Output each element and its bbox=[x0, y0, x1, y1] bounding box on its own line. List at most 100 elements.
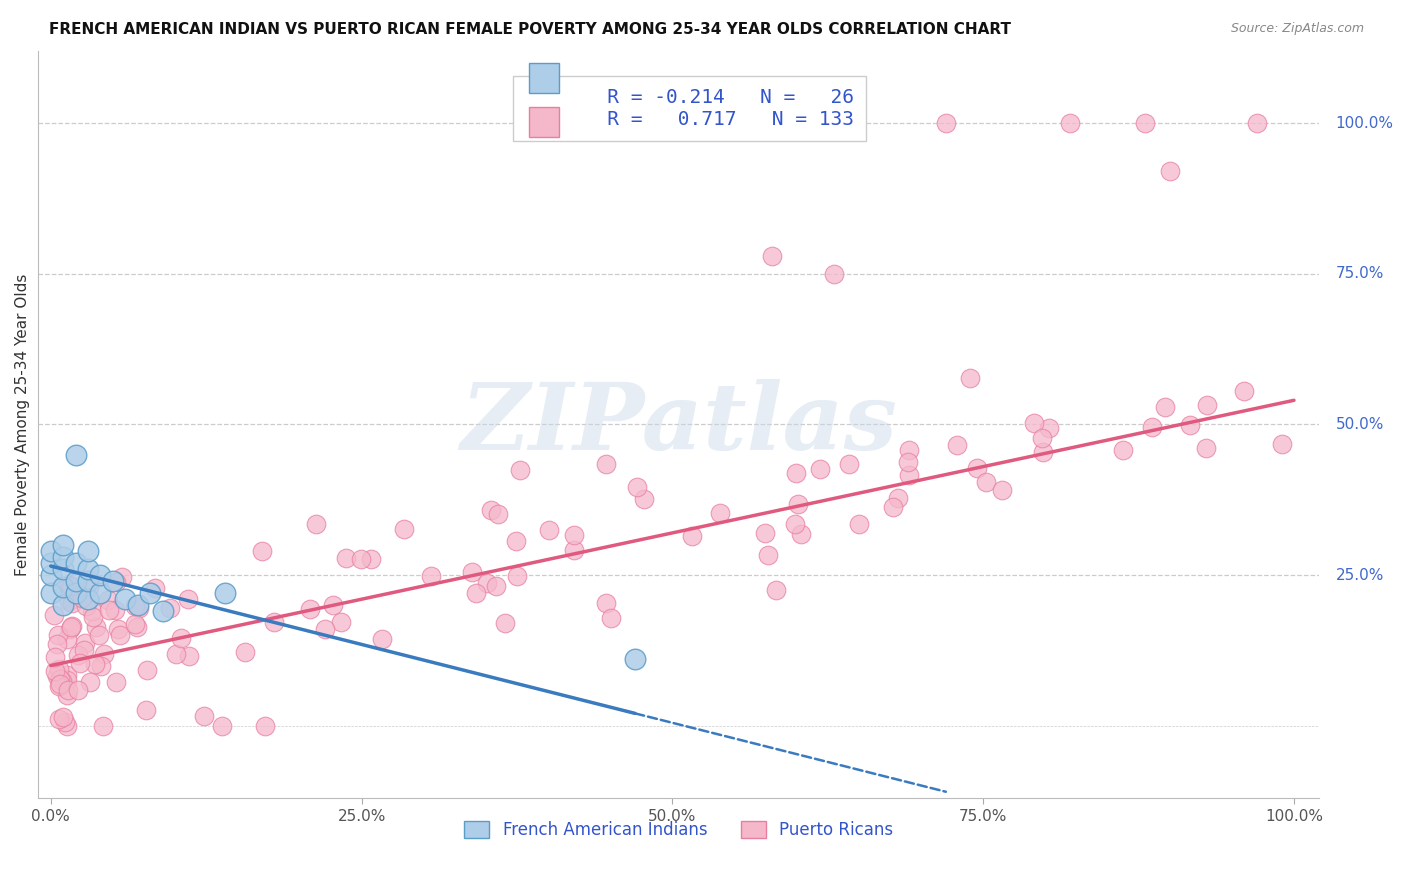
Point bbox=[481, 503, 503, 517]
Point bbox=[682, 528, 704, 542]
Point bbox=[211, 719, 233, 733]
Point bbox=[1178, 418, 1201, 433]
Point bbox=[93, 647, 115, 661]
Point bbox=[1133, 116, 1156, 130]
Point bbox=[60, 620, 83, 634]
Point bbox=[595, 596, 617, 610]
Point bbox=[135, 663, 157, 677]
Point bbox=[52, 538, 75, 552]
Point bbox=[101, 574, 124, 588]
Point bbox=[44, 649, 66, 664]
Point bbox=[709, 506, 731, 520]
Point bbox=[305, 516, 328, 531]
Point bbox=[959, 370, 981, 384]
Point bbox=[808, 462, 831, 476]
Point bbox=[1195, 398, 1218, 412]
Point bbox=[56, 682, 79, 697]
Point bbox=[60, 619, 83, 633]
Point bbox=[56, 668, 79, 682]
Text: 75.0%: 75.0% bbox=[1336, 266, 1384, 281]
Point bbox=[125, 620, 148, 634]
Point bbox=[82, 610, 104, 624]
Point bbox=[420, 569, 443, 583]
Point bbox=[65, 586, 87, 600]
Point bbox=[114, 592, 136, 607]
Point bbox=[263, 615, 285, 630]
Point bbox=[494, 616, 516, 631]
Point bbox=[97, 603, 120, 617]
Point bbox=[465, 586, 488, 600]
Point bbox=[562, 527, 585, 541]
Point bbox=[52, 580, 75, 594]
Point bbox=[52, 562, 75, 576]
Point bbox=[48, 661, 70, 675]
Point bbox=[73, 636, 96, 650]
Point bbox=[143, 581, 166, 595]
Point bbox=[56, 632, 79, 646]
Point bbox=[252, 543, 274, 558]
Point bbox=[754, 526, 776, 541]
Point bbox=[538, 523, 561, 537]
Point bbox=[86, 620, 108, 634]
Point bbox=[882, 500, 904, 514]
Point bbox=[371, 632, 394, 647]
Text: 25.0%: 25.0% bbox=[1336, 567, 1384, 582]
Point bbox=[56, 689, 79, 703]
Point bbox=[786, 497, 808, 511]
Point bbox=[1154, 400, 1177, 414]
Point bbox=[79, 675, 101, 690]
Point bbox=[233, 645, 256, 659]
Y-axis label: Female Poverty Among 25-34 Year Olds: Female Poverty Among 25-34 Year Olds bbox=[15, 273, 30, 575]
Text: ZIPatlas: ZIPatlas bbox=[460, 379, 897, 469]
Point bbox=[91, 719, 114, 733]
Point bbox=[70, 591, 93, 606]
Point bbox=[254, 719, 277, 733]
Point bbox=[89, 586, 111, 600]
Point bbox=[58, 594, 80, 608]
Point bbox=[1194, 441, 1216, 455]
Point bbox=[73, 643, 96, 657]
Point bbox=[124, 616, 146, 631]
Point bbox=[394, 522, 416, 536]
Point bbox=[49, 677, 72, 691]
Point bbox=[214, 586, 236, 600]
Point bbox=[52, 599, 75, 613]
Point bbox=[506, 569, 529, 583]
Point bbox=[97, 592, 120, 607]
Legend: French American Indians, Puerto Ricans: French American Indians, Puerto Ricans bbox=[457, 814, 900, 846]
Point bbox=[82, 604, 104, 618]
Point bbox=[360, 552, 382, 566]
Point bbox=[152, 604, 174, 618]
Text: FRENCH AMERICAN INDIAN VS PUERTO RICAN FEMALE POVERTY AMONG 25-34 YEAR OLDS CORR: FRENCH AMERICAN INDIAN VS PUERTO RICAN F… bbox=[49, 22, 1011, 37]
Point bbox=[624, 652, 647, 666]
Point bbox=[314, 622, 336, 636]
Point bbox=[461, 566, 484, 580]
Text: 100.0%: 100.0% bbox=[1336, 116, 1393, 130]
Point bbox=[170, 632, 193, 646]
Point bbox=[128, 600, 150, 615]
Point bbox=[564, 542, 586, 557]
Point bbox=[39, 556, 62, 570]
Point bbox=[177, 649, 200, 664]
Point bbox=[77, 580, 100, 594]
Point bbox=[486, 507, 509, 521]
Point bbox=[599, 611, 621, 625]
Point bbox=[90, 658, 112, 673]
Point bbox=[990, 483, 1012, 497]
Point bbox=[39, 544, 62, 558]
Point bbox=[298, 601, 321, 615]
Point bbox=[329, 615, 352, 629]
Point bbox=[67, 683, 90, 698]
Point bbox=[848, 516, 870, 531]
Point bbox=[89, 568, 111, 582]
Point bbox=[626, 480, 648, 494]
Point bbox=[974, 475, 997, 490]
Point bbox=[65, 574, 87, 588]
Point bbox=[838, 457, 860, 471]
Point bbox=[48, 679, 70, 693]
Point bbox=[53, 715, 76, 730]
Point bbox=[59, 622, 82, 636]
Point bbox=[946, 438, 969, 452]
Point bbox=[350, 552, 373, 566]
Point bbox=[69, 656, 91, 670]
